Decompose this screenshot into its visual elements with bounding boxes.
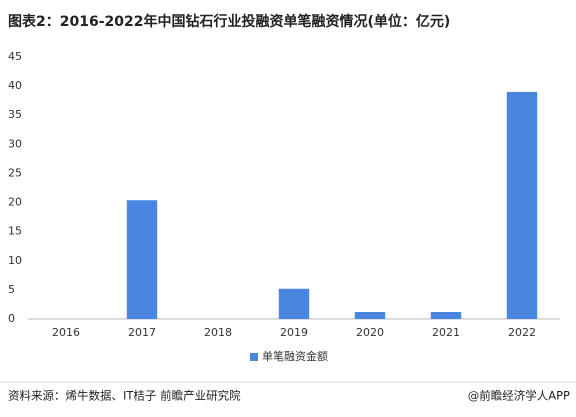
y-tick-label: 40: [8, 79, 22, 92]
x-tick-label: 2022: [508, 326, 536, 339]
x-tick-label: 2020: [356, 326, 384, 339]
x-tick-label: 2019: [280, 326, 308, 339]
x-tick-label: 2021: [432, 326, 460, 339]
x-tick-label: 2016: [52, 326, 80, 339]
legend-label: 单笔融资金额: [262, 349, 328, 363]
bar: [506, 91, 538, 319]
bar: [126, 200, 158, 319]
chart-title: 图表2：2016-2022年中国钻石行业投融资单笔融资情况(单位：亿元): [8, 13, 450, 30]
bar: [354, 312, 386, 319]
bar: [430, 312, 462, 319]
x-tick-label: 2018: [204, 326, 232, 339]
y-tick-label: 20: [8, 196, 22, 209]
y-tick-label: 35: [8, 108, 22, 121]
y-tick-label: 5: [8, 283, 15, 296]
legend-swatch: [250, 353, 258, 361]
y-tick-label: 30: [8, 137, 22, 150]
credit: @前瞻经济学人APP: [468, 389, 570, 403]
y-tick-label: 15: [8, 225, 22, 238]
bar: [278, 288, 310, 319]
x-tick-label: 2017: [128, 326, 156, 339]
y-tick-label: 25: [8, 166, 22, 179]
y-tick-label: 10: [8, 254, 22, 267]
y-tick-label: 45: [8, 50, 22, 63]
y-tick-label: 0: [8, 312, 15, 325]
source: 资料来源：烯牛数据、IT桔子 前瞻产业研究院: [8, 389, 241, 403]
